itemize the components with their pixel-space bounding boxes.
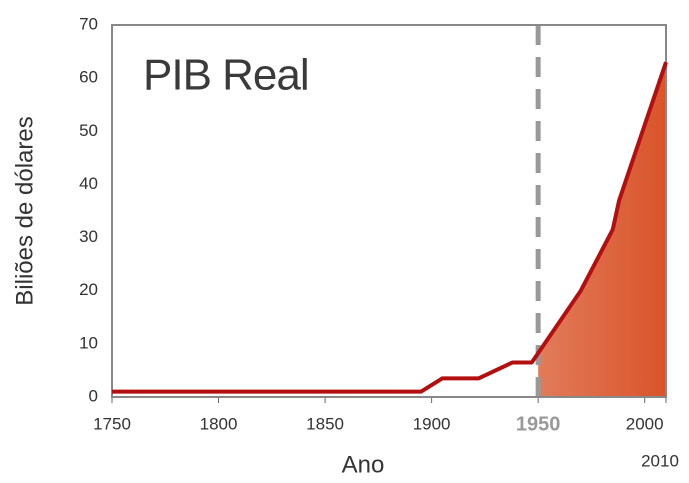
y-tick-label: 30 [79, 227, 98, 246]
y-tick-label: 70 [79, 14, 98, 33]
line [112, 61, 668, 394]
plot-frame [111, 24, 667, 398]
x-tick-label: 1900 [413, 414, 451, 433]
chart-title: PIB Real [143, 51, 309, 100]
y-tick-label: 10 [79, 333, 98, 352]
area [538, 62, 666, 397]
x-tick-label: 2010 [641, 451, 679, 470]
y-tick-label: 50 [79, 121, 98, 140]
x-tick-label: 1800 [200, 414, 238, 433]
x-tick-label: 1750 [93, 414, 131, 433]
y-tick-label: 20 [79, 280, 98, 299]
x-axis-label: Ano [342, 451, 385, 478]
y-tick-label: 60 [79, 68, 98, 87]
x-tick-label: 1850 [306, 414, 344, 433]
y-axis-label: Biliões de dólares [11, 116, 38, 305]
y-tick-label: 40 [79, 174, 98, 193]
x-tick-label: 1950 [516, 413, 561, 435]
x-tick-label: 2000 [626, 414, 664, 433]
y-tick-label: 0 [89, 386, 98, 405]
